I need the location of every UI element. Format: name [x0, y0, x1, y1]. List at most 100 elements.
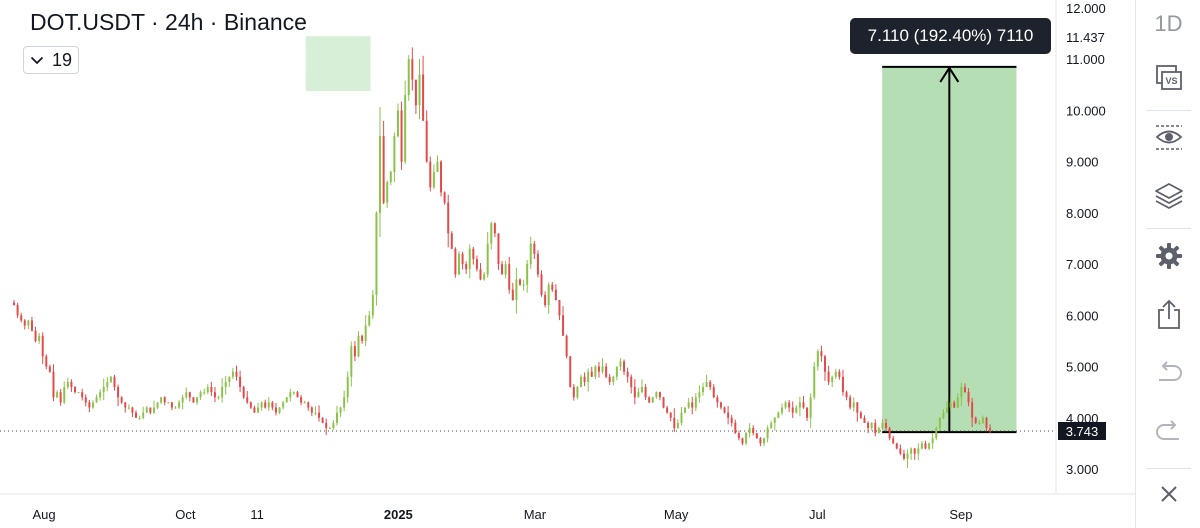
y-tick-label: 7.000 — [1066, 257, 1099, 272]
candle-body — [938, 417, 941, 429]
compare-icon: VS — [1155, 65, 1182, 90]
candle-body — [81, 392, 84, 398]
candle-body — [117, 387, 120, 398]
candle-body — [676, 422, 679, 429]
candle-body — [253, 407, 256, 413]
candle-body — [66, 381, 69, 388]
candle-body — [924, 443, 927, 449]
candle-body — [608, 376, 611, 382]
undo-button[interactable] — [1136, 354, 1200, 392]
candle-body — [759, 438, 762, 444]
candle-body — [978, 422, 981, 424]
candle-body — [102, 387, 105, 393]
visibility-button[interactable] — [1136, 117, 1200, 157]
candle-body — [526, 264, 529, 285]
candle-body — [892, 438, 895, 444]
candle-body — [145, 407, 148, 413]
price-chart[interactable]: 12.000 11.437 11.000 10.000 9.000 8.000 7.000 6… — [0, 0, 1135, 528]
candle-body — [371, 294, 374, 316]
candle-body — [544, 294, 547, 306]
settings-button[interactable] — [1136, 236, 1200, 276]
candle-body — [27, 320, 30, 326]
candle-body — [946, 407, 949, 413]
close-icon — [1160, 486, 1177, 502]
candle-body — [960, 387, 963, 398]
candle-body — [178, 402, 181, 408]
candle-body — [662, 397, 665, 408]
candle-body — [375, 212, 378, 295]
candle-body — [149, 407, 152, 413]
candle-body — [981, 417, 984, 423]
candle-body — [353, 346, 356, 357]
candle-body — [802, 402, 805, 408]
candle-body — [910, 448, 913, 454]
candle-body — [763, 438, 766, 444]
x-tick-label: 2025 — [384, 507, 413, 522]
close-button[interactable] — [1136, 478, 1200, 510]
candle-body — [752, 428, 755, 434]
candle-body — [113, 376, 116, 388]
candle-body — [895, 443, 898, 449]
candle-body — [142, 412, 145, 418]
candle-body — [888, 428, 891, 439]
candle-body — [379, 136, 382, 213]
toolbar-divider — [1146, 468, 1191, 469]
candle-body — [188, 392, 191, 398]
candle-body — [411, 59, 414, 80]
candle-body — [41, 335, 44, 357]
candle-body — [160, 397, 163, 403]
collapse-indicators-button[interactable]: 19 — [23, 46, 79, 74]
candle-body — [278, 407, 281, 413]
candle-body — [314, 412, 317, 414]
share-button[interactable] — [1136, 292, 1200, 336]
candle-body — [181, 397, 184, 403]
candle-body — [755, 433, 758, 439]
candle-body — [849, 397, 852, 408]
indicator-count: 19 — [51, 49, 73, 70]
x-tick-label: Mar — [524, 507, 547, 522]
candle-body — [920, 443, 923, 449]
candle-body — [877, 428, 880, 434]
candle-body — [235, 371, 238, 377]
candle-body — [928, 443, 931, 449]
redo-button[interactable] — [1136, 413, 1200, 451]
candle-body — [702, 387, 705, 393]
candle-body — [239, 376, 242, 388]
candle-body — [213, 392, 216, 398]
candle-body — [777, 412, 780, 418]
gear-icon — [1155, 243, 1182, 269]
highlight-zone — [305, 36, 371, 91]
candle-body — [813, 366, 816, 398]
y-tick-label: 10.000 — [1066, 103, 1106, 118]
candle-body — [20, 315, 23, 321]
candle-body — [393, 136, 396, 172]
candle-body — [931, 438, 934, 444]
candle-body — [457, 253, 460, 275]
candle-body — [605, 366, 608, 377]
candle-body — [841, 376, 844, 393]
layers-button[interactable] — [1136, 176, 1200, 216]
candle-body — [795, 407, 798, 413]
candle-body — [734, 422, 737, 434]
candle-body — [956, 397, 959, 408]
candle-body — [70, 381, 73, 388]
candle-body — [131, 407, 134, 413]
candle-body — [834, 371, 837, 377]
chevron-down-icon — [30, 56, 44, 64]
compare-button[interactable]: VS — [1136, 58, 1200, 98]
candle-body — [109, 376, 112, 382]
candle-body — [249, 402, 252, 408]
candle-body — [590, 371, 593, 377]
candle-body — [953, 402, 956, 408]
candle-body — [99, 392, 102, 398]
candle-body — [16, 305, 19, 316]
candle-body — [443, 192, 446, 203]
candle-body — [23, 320, 26, 326]
candle-body — [479, 269, 482, 280]
candle-body — [597, 366, 600, 372]
interval-button[interactable]: 1D — [1136, 5, 1200, 43]
candle-body — [522, 284, 525, 286]
candle-body — [217, 397, 220, 399]
candle-body — [780, 407, 783, 413]
candle-body — [364, 325, 367, 341]
